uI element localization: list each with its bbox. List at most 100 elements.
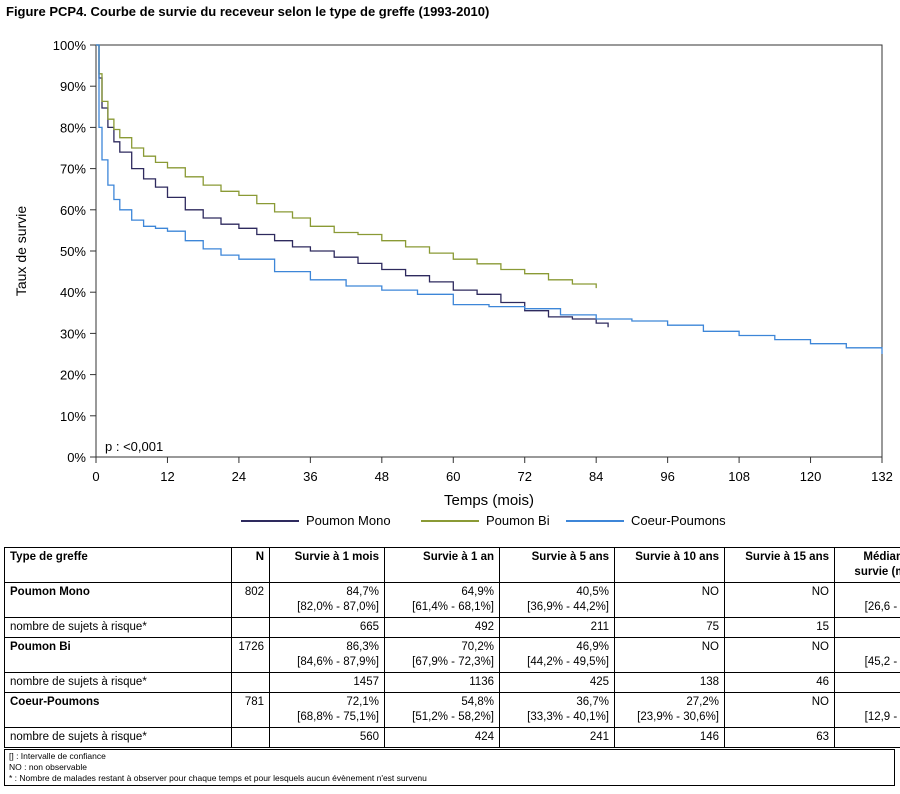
survival-cell: 54,8% [51,2% - 58,2%] [384, 692, 500, 728]
note-line: [] : Intervalle de confiance [9, 751, 106, 761]
risk-count-cell: 1457 [269, 672, 385, 693]
header-cell: Survie à 15 ans [724, 547, 835, 583]
y-tick-label: 80% [60, 120, 86, 135]
risk-label-cell: nombre de sujets à risque* [4, 727, 232, 748]
survival-curve-poumon-bi [96, 44, 597, 289]
survival-value: 54,8% [461, 696, 494, 708]
confidence-interval: [82,0% - 87,0%] [297, 601, 379, 613]
x-tick-label: 72 [517, 469, 531, 484]
survival-cell: 84,7% [82,0% - 87,0%] [269, 582, 385, 618]
x-tick-label: 120 [800, 469, 822, 484]
risk-count-cell: 75 [614, 617, 725, 638]
legend-item: Poumon Bi [421, 513, 550, 528]
y-tick-label: 40% [60, 285, 86, 300]
confidence-interval: [44,2% - 49,5%] [527, 656, 609, 668]
risk-count-cell: 46 [724, 672, 835, 693]
confidence-interval: [26,6 - 44,2] [864, 601, 900, 613]
survival-cell: 86,3% [84,6% - 87,9%] [269, 637, 385, 673]
risk-count-cell: 138 [614, 672, 725, 693]
graft-type-cell: Coeur-Poumons [4, 692, 232, 728]
y-tick-label: 70% [60, 162, 86, 177]
survival-cell: 36,7% [33,3% - 40,1%] [499, 692, 615, 728]
risk-count-cell [834, 727, 900, 748]
survival-value: 17,9 [840, 695, 900, 710]
risk-count-cell: 15 [724, 617, 835, 638]
survival-value: 36,7% [576, 696, 609, 708]
n-cell: 1726 [231, 637, 270, 673]
header-cell: Survie à 10 ans [614, 547, 725, 583]
x-tick-label: 84 [589, 469, 603, 484]
x-tick-label: 108 [728, 469, 750, 484]
survival-value: 50,0 [840, 640, 900, 655]
table-row: Poumon Bi 1726 86,3% [84,6% - 87,9%] 70,2% [6… [4, 637, 900, 673]
survival-cell: NO [724, 692, 835, 728]
risk-count-cell [834, 617, 900, 638]
survival-value: NO [811, 641, 829, 653]
table-header-row: Type de greffe N Survie à 1 mois Survie … [4, 547, 900, 583]
confidence-interval: [51,2% - 58,2%] [412, 711, 494, 723]
table-row: Poumon Mono 802 84,7% [82,0% - 87,0%] 64,9% [… [4, 582, 900, 618]
survival-value: 72,1% [346, 696, 379, 708]
survival-value: 64,9% [461, 586, 494, 598]
legend-label: Poumon Mono [306, 513, 391, 528]
survival-value: NO [811, 586, 829, 598]
risk-row: nombre de sujets à risque* 665 492 211 75 15 [4, 617, 900, 638]
legend-item: Poumon Mono [241, 513, 391, 528]
y-tick-label: 100% [53, 38, 87, 53]
x-tick-label: 132 [871, 469, 893, 484]
empty-cell [231, 672, 270, 693]
risk-row: nombre de sujets à risque* 560 424 241 146 63 [4, 727, 900, 748]
x-tick-label: 0 [92, 469, 99, 484]
risk-count-cell: 1136 [384, 672, 500, 693]
survival-cell: NO [614, 582, 725, 618]
x-tick-label: 48 [375, 469, 389, 484]
y-tick-label: 10% [60, 409, 86, 424]
legend-label: Poumon Bi [486, 513, 550, 528]
risk-label-cell: nombre de sujets à risque* [4, 672, 232, 693]
confidence-interval: [12,9 - 23,4] [864, 711, 900, 723]
risk-count-cell [834, 672, 900, 693]
survival-cell: 50,0[45,2 - 58,3] [834, 637, 900, 673]
note-line: NO : non observable [9, 762, 87, 772]
x-tick-label: 36 [303, 469, 317, 484]
survival-cell: 40,5% [36,9% - 44,2%] [499, 582, 615, 618]
table-body: Poumon Mono 802 84,7% [82,0% - 87,0%] 64,9% [… [4, 582, 900, 748]
risk-count-cell: 424 [384, 727, 500, 748]
legend-label: Coeur-Poumons [631, 513, 726, 528]
x-tick-label: 60 [446, 469, 460, 484]
confidence-interval: [61,4% - 68,1%] [412, 601, 494, 613]
y-tick-label: 20% [60, 368, 86, 383]
y-tick-label: 0% [67, 450, 86, 465]
y-tick-label: 50% [60, 244, 86, 259]
confidence-interval: [45,2 - 58,3] [864, 656, 900, 668]
risk-count-cell: 425 [499, 672, 615, 693]
graft-type-cell: Poumon Mono [4, 582, 232, 618]
y-tick-label: 60% [60, 203, 86, 218]
p-value-annotation: p : <0,001 [105, 439, 163, 454]
survival-value: NO [811, 696, 829, 708]
n-cell: 781 [231, 692, 270, 728]
n-cell: 802 [231, 582, 270, 618]
header-cell: Type de greffe [4, 547, 232, 583]
plot-frame [95, 44, 883, 458]
survival-chart: 0% 10% 20% 30% 40% 50% 60% 70% 80% 90% 100% 0 12 24 36… [13, 38, 893, 509]
survival-value: 46,9% [576, 641, 609, 653]
table-notes: [] : Intervalle de confiance NO : non ob… [4, 749, 895, 786]
survival-cell: NO [724, 637, 835, 673]
legend-swatch [566, 519, 624, 522]
survival-value: 27,2% [686, 696, 719, 708]
legend-swatch [241, 519, 299, 522]
survival-value: 86,3% [346, 641, 379, 653]
survival-cell: 64,9% [61,4% - 68,1%] [384, 582, 500, 618]
confidence-interval: [23,9% - 30,6%] [637, 711, 719, 723]
survival-value: NO [701, 586, 719, 598]
risk-label-cell: nombre de sujets à risque* [4, 617, 232, 638]
note-line: * : Nombre de malades restant à observer… [9, 773, 427, 783]
header-cell: Survie à 1 an [384, 547, 500, 583]
confidence-interval: [68,8% - 75,1%] [297, 711, 379, 723]
risk-count-cell: 492 [384, 617, 500, 638]
confidence-interval: [33,3% - 40,1%] [527, 711, 609, 723]
figure-title: Figure PCP4. Courbe de survie du receveu… [6, 4, 490, 19]
risk-count-cell: 560 [269, 727, 385, 748]
y-tick-label: 90% [60, 79, 86, 94]
